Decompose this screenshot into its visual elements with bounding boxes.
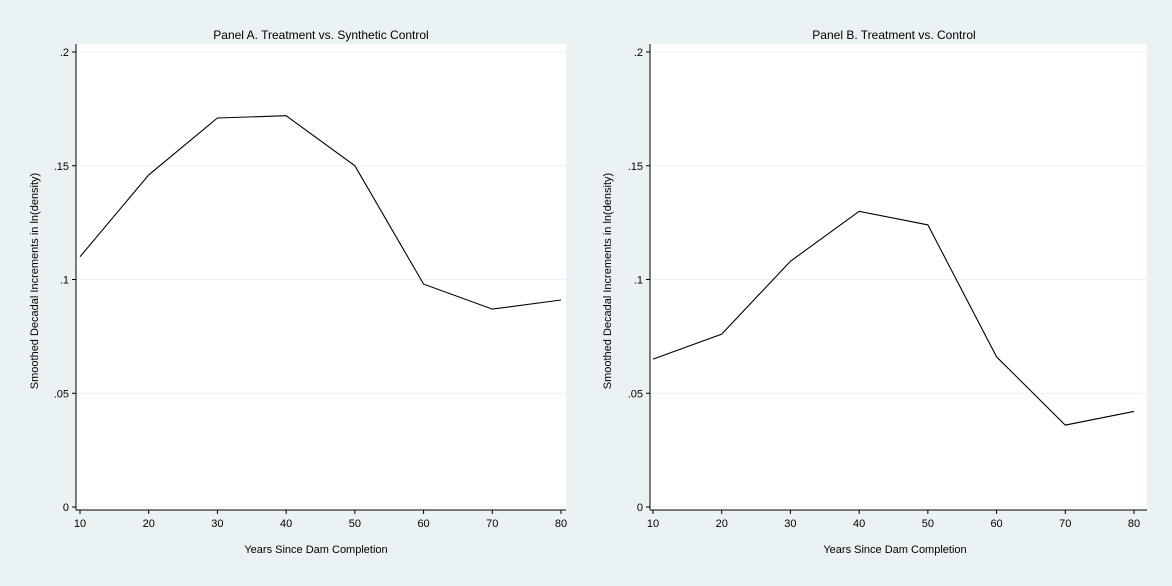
panel-b-y-axis-label: Smoothed Decadal Increments in ln(densit… [602, 173, 614, 389]
panel-b-x-axis-label: Years Since Dam Completion [823, 544, 966, 556]
panel-b-x-tick-label: 30 [784, 518, 796, 530]
panel-a-y-tick-label: .15 [54, 161, 69, 173]
panel-a-title: Panel A. Treatment vs. Synthetic Control [213, 28, 428, 42]
panel-a-x-axis-label: Years Since Dam Completion [244, 544, 387, 556]
panel-a-x-tick-label: 20 [143, 518, 155, 530]
panel-b: Panel B. Treatment vs. Control Years Sin… [602, 28, 1147, 556]
panel-b-y-tick-label: .2 [634, 47, 643, 59]
panel-b-x-tick-label: 20 [716, 518, 728, 530]
panel-b-plot-area [650, 44, 1147, 510]
panel-b-title: Panel B. Treatment vs. Control [812, 28, 975, 42]
panel-a-x-tick-label: 70 [486, 518, 498, 530]
panel-b-y-tick-label: .15 [628, 161, 643, 173]
panel-b-x-tick-label: 80 [1128, 518, 1140, 530]
panel-a-x-tick-label: 10 [74, 518, 86, 530]
panel-b-y-tick-label: .1 [634, 275, 643, 287]
panel-b-x-tick-label: 70 [1059, 518, 1071, 530]
panel-a-x-tick-label: 30 [211, 518, 223, 530]
panel-a-y-axis-label: Smoothed Decadal Increments in ln(densit… [29, 173, 41, 389]
panel-a: Panel A. Treatment vs. Synthetic Control… [29, 28, 567, 556]
panel-b-x-tick-label: 40 [853, 518, 865, 530]
panel-a-y-tick-label: .1 [60, 275, 69, 287]
panel-a-plot-area [76, 44, 566, 510]
panel-a-x-tick-label: 50 [349, 518, 361, 530]
panel-b-series-line [652, 210, 1135, 426]
panel-a-y-tick-label: 0 [63, 502, 69, 514]
panel-a-x-tick-label: 60 [417, 518, 429, 530]
panel-a-x-tick-label: 80 [555, 518, 567, 530]
panel-b-x-tick-label: 60 [990, 518, 1002, 530]
panel-b-y-tick-label: 0 [637, 502, 643, 514]
panel-a-x-tick-label: 40 [280, 518, 292, 530]
panel-a-y-tick-label: .2 [60, 47, 69, 59]
panel-a-y-tick-label: .05 [54, 388, 69, 400]
panel-b-x-tick-label: 10 [647, 518, 659, 530]
panel-a-series-line [79, 115, 562, 310]
panel-b-x-tick-label: 50 [922, 518, 934, 530]
panel-b-y-tick-label: .05 [628, 388, 643, 400]
